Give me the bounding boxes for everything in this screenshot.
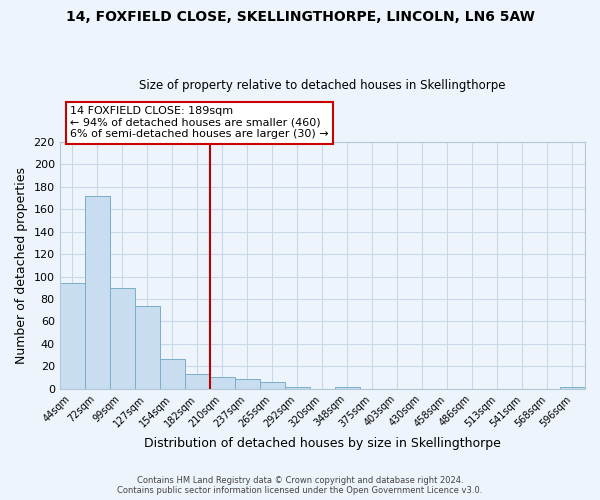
Bar — [560, 386, 585, 389]
Bar — [335, 386, 360, 389]
Bar — [59, 284, 85, 389]
Bar — [285, 386, 310, 389]
Text: Contains HM Land Registry data © Crown copyright and database right 2024.
Contai: Contains HM Land Registry data © Crown c… — [118, 476, 482, 495]
Bar — [160, 358, 185, 389]
Title: Size of property relative to detached houses in Skellingthorpe: Size of property relative to detached ho… — [139, 79, 506, 92]
Bar — [85, 196, 110, 389]
Bar — [260, 382, 285, 389]
Text: 14 FOXFIELD CLOSE: 189sqm
← 94% of detached houses are smaller (460)
6% of semi-: 14 FOXFIELD CLOSE: 189sqm ← 94% of detac… — [70, 106, 329, 140]
Bar — [235, 379, 260, 389]
X-axis label: Distribution of detached houses by size in Skellingthorpe: Distribution of detached houses by size … — [144, 437, 501, 450]
Y-axis label: Number of detached properties: Number of detached properties — [15, 167, 28, 364]
Bar — [110, 288, 135, 389]
Bar — [210, 376, 235, 389]
Bar — [135, 306, 160, 389]
Bar — [185, 374, 210, 389]
Text: 14, FOXFIELD CLOSE, SKELLINGTHORPE, LINCOLN, LN6 5AW: 14, FOXFIELD CLOSE, SKELLINGTHORPE, LINC… — [65, 10, 535, 24]
